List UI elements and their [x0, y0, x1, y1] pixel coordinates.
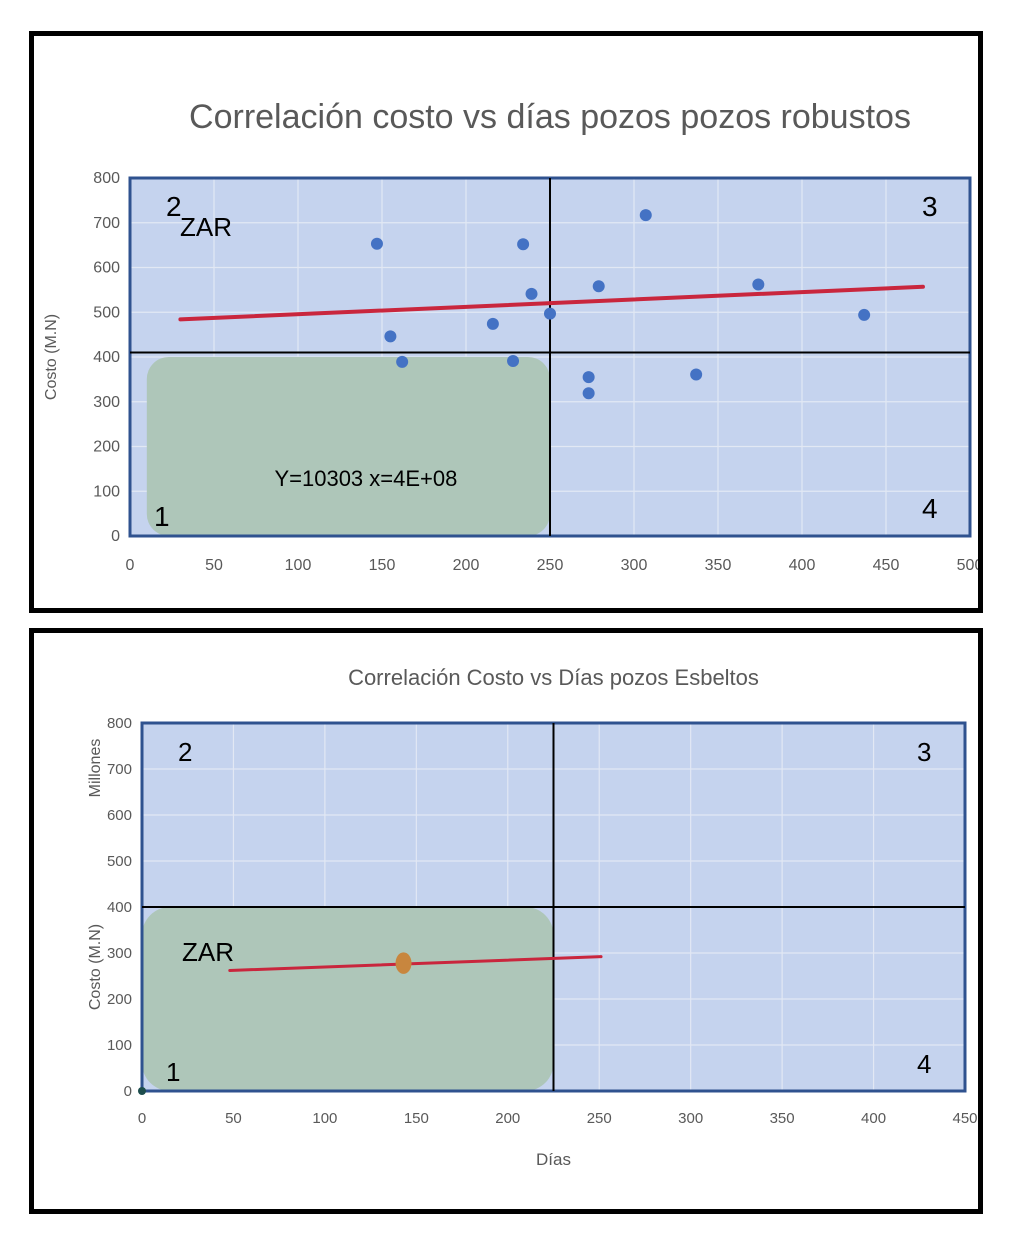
- y-tick-label: 200: [107, 991, 132, 1008]
- y-tick-label: 200: [93, 439, 120, 456]
- x-tick-label: 400: [789, 557, 816, 574]
- data-point: [517, 238, 530, 251]
- quadrant-label-3: 3: [917, 737, 931, 767]
- data-point: [582, 387, 595, 400]
- y-tick-label: 0: [111, 528, 120, 545]
- x-tick-label: 400: [861, 1110, 886, 1127]
- data-point: [395, 952, 412, 974]
- x-tick-label: 450: [952, 1110, 977, 1127]
- y-tick-label: 500: [107, 853, 132, 870]
- quadrant-label-1: 1: [166, 1057, 180, 1087]
- data-point: [858, 308, 871, 321]
- x-tick-label: 200: [453, 557, 480, 574]
- x-tick-label: 350: [770, 1110, 795, 1127]
- data-point: [690, 368, 703, 381]
- data-point: [544, 307, 556, 320]
- x-axis-label: Días: [536, 1150, 571, 1169]
- data-point: [525, 287, 538, 300]
- x-tick-label: 350: [705, 557, 732, 574]
- x-tick-label: 50: [205, 557, 223, 574]
- equation-label: Y=10303 x=4E+08: [274, 466, 457, 491]
- y-axis-label: Costo (M.N): [43, 314, 60, 400]
- x-tick-label: 500: [957, 557, 978, 574]
- x-tick-label: 300: [678, 1110, 703, 1127]
- data-point: [138, 1087, 146, 1095]
- y-tick-label: 800: [107, 715, 132, 732]
- y-tick-label: 300: [107, 945, 132, 962]
- chart-panel-robustos: Correlación costo vs días pozos pozos ro…: [29, 31, 983, 613]
- x-tick-label: 200: [495, 1110, 520, 1127]
- data-point: [396, 355, 409, 368]
- chart-esbeltos: Correlación Costo vs Días pozos Esbeltos…: [87, 665, 978, 1169]
- quadrant-label-4: 4: [922, 493, 938, 524]
- data-point: [582, 371, 595, 384]
- data-point: [592, 280, 605, 293]
- data-point: [370, 237, 383, 250]
- quadrant-label-3: 3: [922, 191, 938, 222]
- y-axis-unit-label: Millones: [87, 739, 104, 798]
- chart-robustos: Correlación costo vs días pozos pozos ro…: [43, 98, 983, 574]
- y-tick-label: 800: [93, 170, 120, 187]
- chart-panel-esbeltos: Correlación Costo vs Días pozos Esbeltos…: [29, 628, 983, 1214]
- trendline: [178, 284, 925, 322]
- x-tick-label: 250: [587, 1110, 612, 1127]
- x-tick-label: 50: [225, 1110, 242, 1127]
- y-tick-label: 700: [107, 761, 132, 778]
- zar-label: ZAR: [180, 212, 232, 242]
- y-axis-label: Costo (M.N): [87, 924, 104, 1010]
- data-point: [639, 209, 652, 222]
- trendline: [228, 955, 603, 972]
- zar-label: ZAR: [182, 937, 234, 967]
- y-tick-label: 100: [107, 1037, 132, 1054]
- chart-title: Correlación costo vs días pozos pozos ro…: [189, 98, 911, 136]
- zar-zone: [146, 357, 551, 536]
- y-tick-label: 400: [93, 349, 120, 366]
- y-tick-label: 0: [124, 1083, 132, 1100]
- quadrant-label-4: 4: [917, 1049, 931, 1079]
- data-point: [384, 330, 397, 343]
- x-tick-label: 300: [621, 557, 648, 574]
- zar-zone: [142, 907, 554, 1091]
- x-tick-label: 100: [312, 1110, 337, 1127]
- x-tick-label: 0: [138, 1110, 146, 1127]
- data-point: [752, 278, 765, 291]
- quadrant-label-2: 2: [166, 191, 182, 222]
- y-tick-label: 600: [93, 260, 120, 277]
- quadrant-label-1: 1: [154, 501, 170, 532]
- chart-title: Correlación Costo vs Días pozos Esbeltos: [348, 665, 759, 690]
- y-tick-label: 100: [93, 483, 120, 500]
- quadrant-label-2: 2: [178, 737, 192, 767]
- data-point: [507, 355, 520, 368]
- y-tick-label: 300: [93, 394, 120, 411]
- y-tick-label: 600: [107, 807, 132, 824]
- y-tick-label: 500: [93, 304, 120, 321]
- x-tick-label: 0: [126, 557, 135, 574]
- x-tick-label: 100: [285, 557, 312, 574]
- x-tick-label: 450: [873, 557, 900, 574]
- x-tick-label: 250: [537, 557, 564, 574]
- x-tick-label: 150: [369, 557, 396, 574]
- y-tick-label: 400: [107, 899, 132, 916]
- data-point: [486, 317, 499, 330]
- x-tick-label: 150: [404, 1110, 429, 1127]
- y-tick-label: 700: [93, 215, 120, 232]
